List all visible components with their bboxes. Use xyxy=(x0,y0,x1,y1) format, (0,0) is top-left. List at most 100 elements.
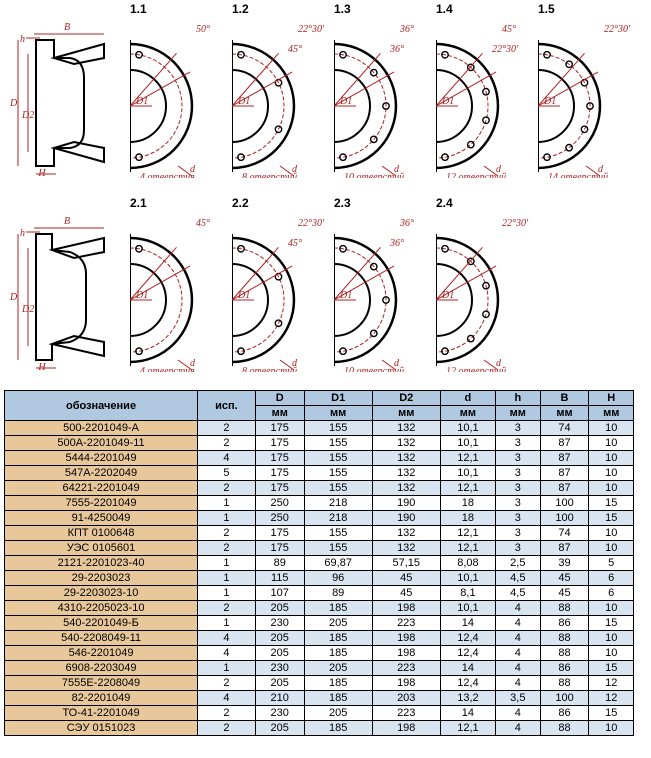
cell-value: 15 xyxy=(589,511,634,526)
cell-value: 15 xyxy=(589,496,634,511)
cell-value: 132 xyxy=(372,451,440,466)
variant-label: 1.3 xyxy=(334,2,351,16)
cell-value: 210 xyxy=(255,691,304,706)
col-B: B xyxy=(540,391,589,406)
cell-part: 29-2203023-10 xyxy=(5,586,198,601)
cell-value: 175 xyxy=(255,541,304,556)
cell-part: 7555Е-2208049 xyxy=(5,676,198,691)
cell-part: 500-2201049-А xyxy=(5,421,198,436)
cell-value: 1 xyxy=(198,586,256,601)
svg-text:12 отверстий: 12 отверстий xyxy=(446,172,506,178)
table-row: УЭС 0105601217515513212,138710 xyxy=(5,541,634,556)
svg-text:36°: 36° xyxy=(389,44,404,55)
unit-B: мм xyxy=(540,406,589,421)
cell-part: 546-2201049 xyxy=(5,646,198,661)
svg-text:D1: D1 xyxy=(237,290,250,301)
cell-part: 500А-2201049-11 xyxy=(5,436,198,451)
cell-value: 175 xyxy=(255,436,304,451)
dim-h: h xyxy=(20,34,25,45)
cell-value: 12 xyxy=(589,676,634,691)
cell-value: 12,4 xyxy=(440,631,495,646)
cell-value: 175 xyxy=(255,481,304,496)
cell-part: 7555-2201049 xyxy=(5,496,198,511)
flange-variant: 2.4 22°30' D1 d 12 отверстий xyxy=(436,196,536,372)
col-h: h xyxy=(496,391,541,406)
cell-value: 12,1 xyxy=(440,481,495,496)
svg-text:10 отверстий: 10 отверстий xyxy=(344,366,404,372)
cell-part: 540-2208049-11 xyxy=(5,631,198,646)
cell-value: 10 xyxy=(589,526,634,541)
cell-value: 132 xyxy=(372,466,440,481)
col-part: обозначение xyxy=(5,391,198,421)
cell-value: 223 xyxy=(372,661,440,676)
svg-text:8 отверстий: 8 отверстий xyxy=(242,172,297,178)
unit-D1: мм xyxy=(304,406,372,421)
cell-value: 45 xyxy=(540,586,589,601)
cell-value: 230 xyxy=(255,661,304,676)
dim-D-2: D xyxy=(9,292,18,303)
cell-value: 3 xyxy=(496,466,541,481)
svg-text:22°30': 22°30' xyxy=(298,218,325,229)
unit-d: мм xyxy=(440,406,495,421)
cell-value: 6 xyxy=(589,586,634,601)
dim-D2-2: D2 xyxy=(21,304,34,315)
cell-value: 132 xyxy=(372,481,440,496)
cell-value: 88 xyxy=(540,721,589,736)
table-row: 500-2201049-А217515513210,137410 xyxy=(5,421,634,436)
cell-value: 3,5 xyxy=(496,691,541,706)
table-row: 64221-2201049217515513212,138710 xyxy=(5,481,634,496)
cell-value: 12,1 xyxy=(440,526,495,541)
cell-value: 96 xyxy=(304,571,372,586)
cell-value: 45 xyxy=(540,571,589,586)
cell-value: 86 xyxy=(540,661,589,676)
cell-value: 87 xyxy=(540,466,589,481)
cell-part: УЭС 0105601 xyxy=(5,541,198,556)
cell-value: 6 xyxy=(589,571,634,586)
cell-value: 155 xyxy=(304,466,372,481)
cell-value: 10 xyxy=(589,601,634,616)
cell-value: 185 xyxy=(304,691,372,706)
svg-text:4 отверстия: 4 отверстия xyxy=(140,172,195,178)
cell-value: 205 xyxy=(255,601,304,616)
cell-part: 29-2203023 xyxy=(5,571,198,586)
dim-H: H xyxy=(37,168,46,178)
cell-value: 132 xyxy=(372,541,440,556)
cell-value: 132 xyxy=(372,526,440,541)
cell-value: 3 xyxy=(496,436,541,451)
cell-value: 3 xyxy=(496,481,541,496)
table-row: 5444-2201049417515513212,138710 xyxy=(5,451,634,466)
cell-value: 132 xyxy=(372,421,440,436)
table-row: КПТ 0100648217515513212,137410 xyxy=(5,526,634,541)
cell-value: 88 xyxy=(540,631,589,646)
cell-value: 88 xyxy=(540,676,589,691)
table-row: 500А-2201049-11217515513210,138710 xyxy=(5,436,634,451)
table-row: 540-2201049-Б12302052231448615 xyxy=(5,616,634,631)
cell-value: 4 xyxy=(496,706,541,721)
variant-label: 2.3 xyxy=(334,196,351,210)
cell-value: 3 xyxy=(496,421,541,436)
cell-value: 198 xyxy=(372,601,440,616)
cell-value: 198 xyxy=(372,721,440,736)
col-D2: D2 xyxy=(372,391,440,406)
cell-value: 10,1 xyxy=(440,436,495,451)
cell-value: 86 xyxy=(540,616,589,631)
cell-value: 100 xyxy=(540,496,589,511)
variant-label: 2.4 xyxy=(436,196,453,210)
svg-text:36°: 36° xyxy=(399,218,414,229)
svg-text:45°: 45° xyxy=(196,218,210,229)
cell-value: 10 xyxy=(589,541,634,556)
svg-text:45°: 45° xyxy=(288,238,302,249)
svg-text:45°: 45° xyxy=(502,24,516,35)
cell-value: 15 xyxy=(589,706,634,721)
variant-label: 2.1 xyxy=(130,196,147,210)
cell-value: 1 xyxy=(198,661,256,676)
cell-value: 10 xyxy=(589,466,634,481)
cell-value: 4 xyxy=(496,631,541,646)
cell-value: 87 xyxy=(540,481,589,496)
table-row: 7555Е-2208049220518519812,448812 xyxy=(5,676,634,691)
cell-value: 4 xyxy=(496,676,541,691)
cell-value: 3 xyxy=(496,541,541,556)
flange-variant: 1.2 22°30' 45° D1 d 8 отверстий xyxy=(232,2,332,178)
cell-value: 87 xyxy=(540,451,589,466)
cell-value: 89 xyxy=(255,556,304,571)
